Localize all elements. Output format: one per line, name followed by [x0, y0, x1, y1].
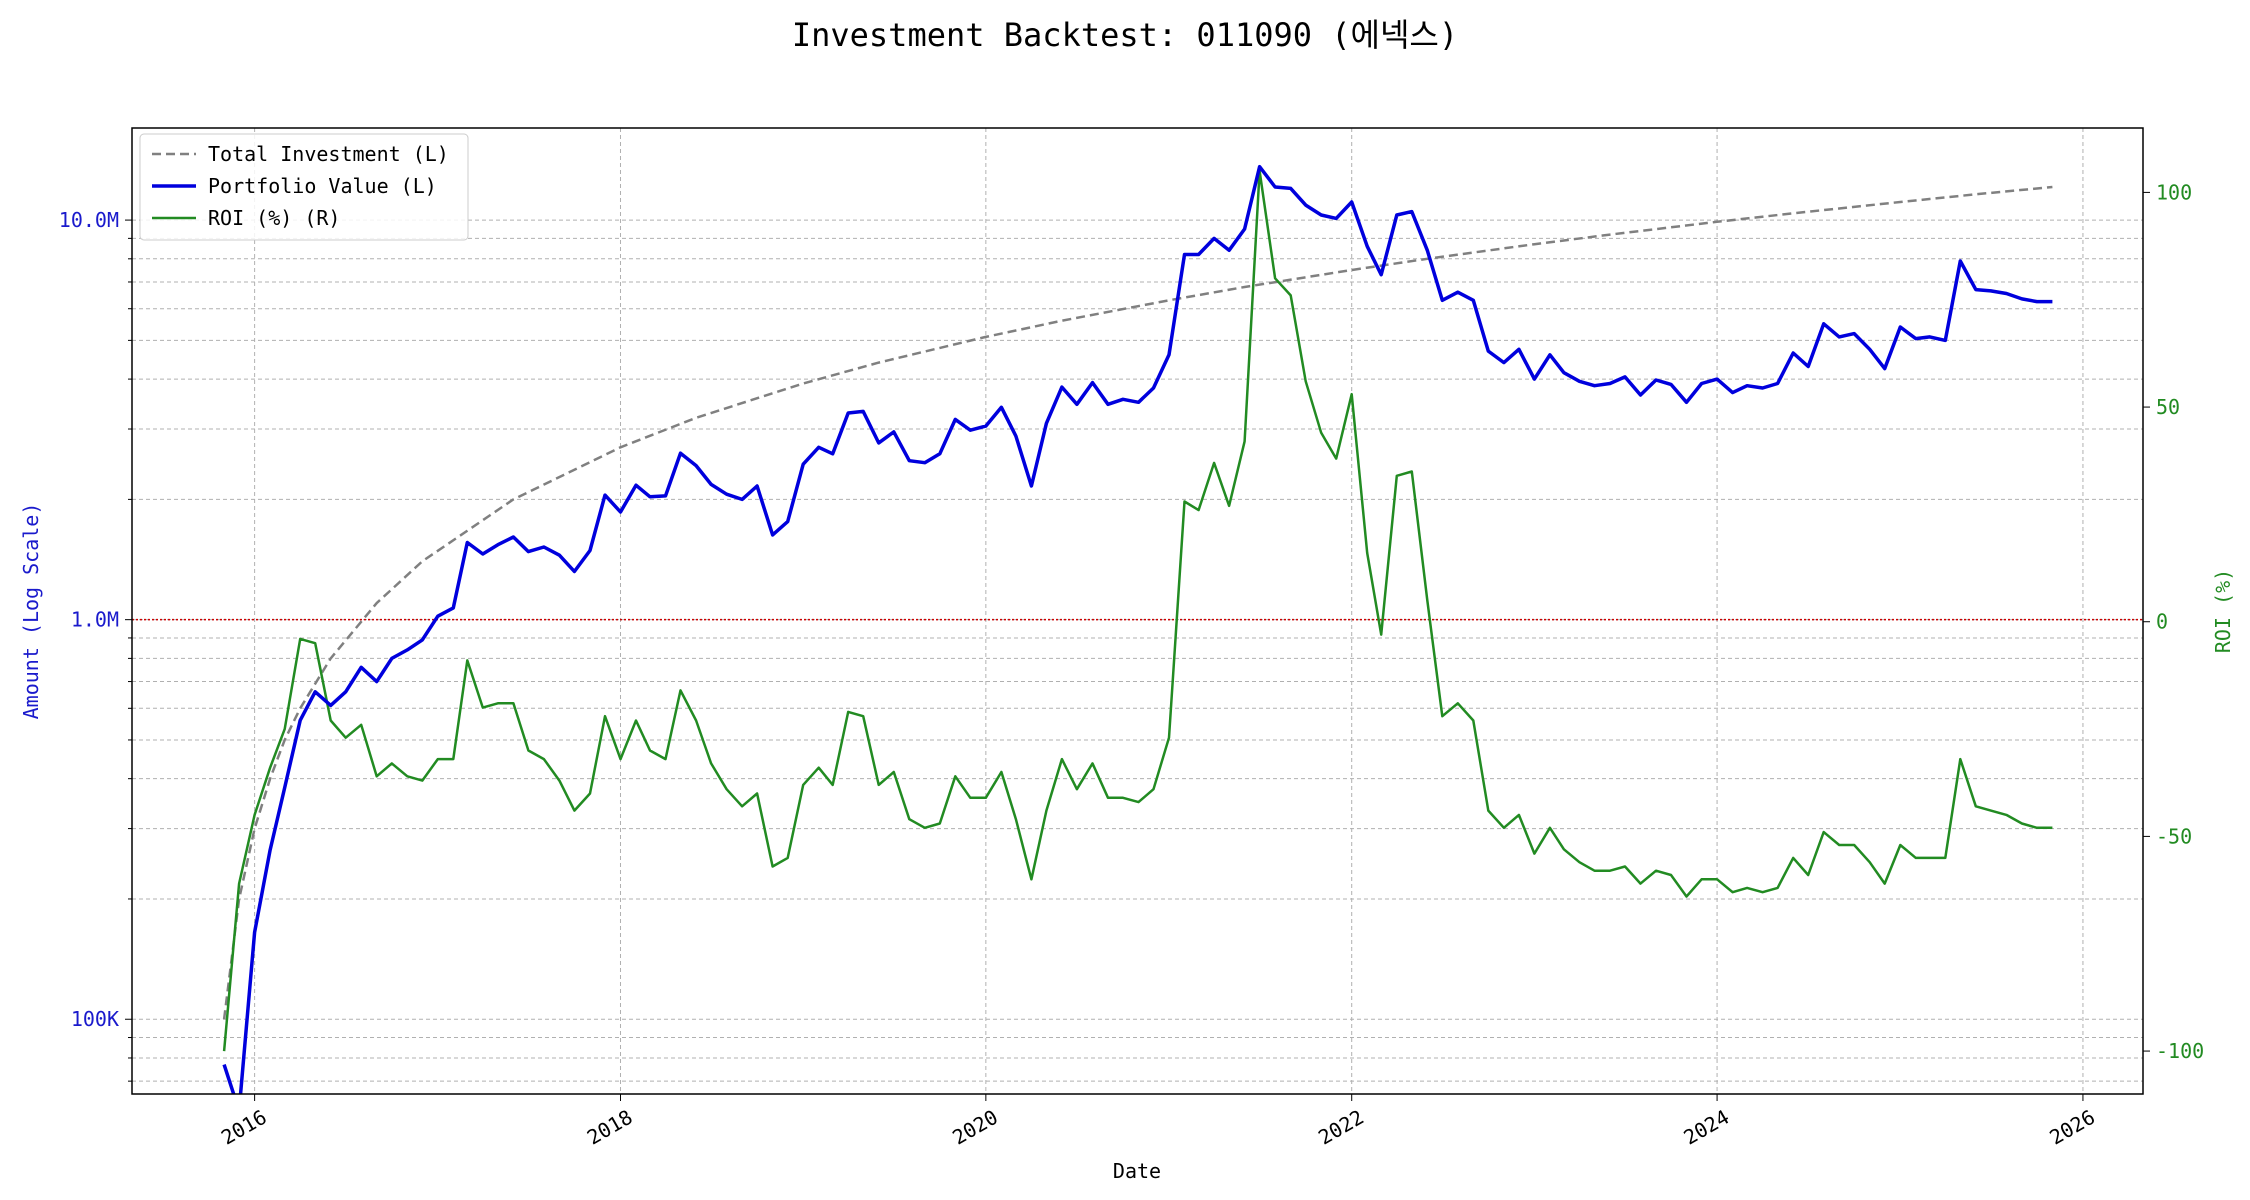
y-left-tick-label: 10.0M: [59, 208, 119, 232]
chart-title: Investment Backtest: 011090 (에넥스): [792, 16, 1458, 54]
y-left-tick-label: 1.0M: [71, 608, 119, 632]
series-line-roi: [222, 169, 2053, 1052]
series-lines: [222, 164, 2053, 1094]
series-line-total-investment: [222, 185, 2053, 1020]
y-right-tick-label: 0: [2156, 610, 2168, 634]
legend-label: Portfolio Value (L): [208, 174, 437, 198]
y-right-tick-label: -50: [2156, 824, 2192, 848]
x-tick-label: 2016: [217, 1105, 271, 1150]
x-tick-label: 2026: [2045, 1105, 2099, 1150]
legend-box: [139, 133, 469, 241]
legend-label: ROI (%) (R): [208, 206, 340, 230]
y-right-tick-label: -100: [2156, 1039, 2204, 1063]
x-tick-label: 2020: [948, 1105, 1002, 1150]
x-axis-label: Date: [1113, 1159, 1161, 1183]
legend: Total Investment (L) Portfolio Value (L) R…: [139, 133, 469, 241]
series-line-portfolio-value: [222, 164, 2053, 1094]
y-axis-left-label: Amount (Log Scale): [19, 503, 43, 720]
x-tick-label: 2018: [583, 1105, 637, 1150]
plot-frame: [131, 127, 2144, 1095]
y-right-tick-label: 50: [2156, 395, 2180, 419]
y-right-tick-label: 100: [2156, 180, 2192, 204]
y-axis-right-label: ROI (%): [2211, 569, 2235, 653]
grid: [132, 128, 2143, 1094]
y-left-tick-label: 100K: [71, 1007, 119, 1031]
x-tick-label: 2024: [1679, 1105, 1733, 1150]
x-tick-label: 2022: [1314, 1105, 1368, 1150]
legend-label: Total Investment (L): [208, 142, 449, 166]
axes: 2016 2018 2020 2022 2024 2026 100K 1.0M 10.0M -10…: [59, 180, 2204, 1149]
